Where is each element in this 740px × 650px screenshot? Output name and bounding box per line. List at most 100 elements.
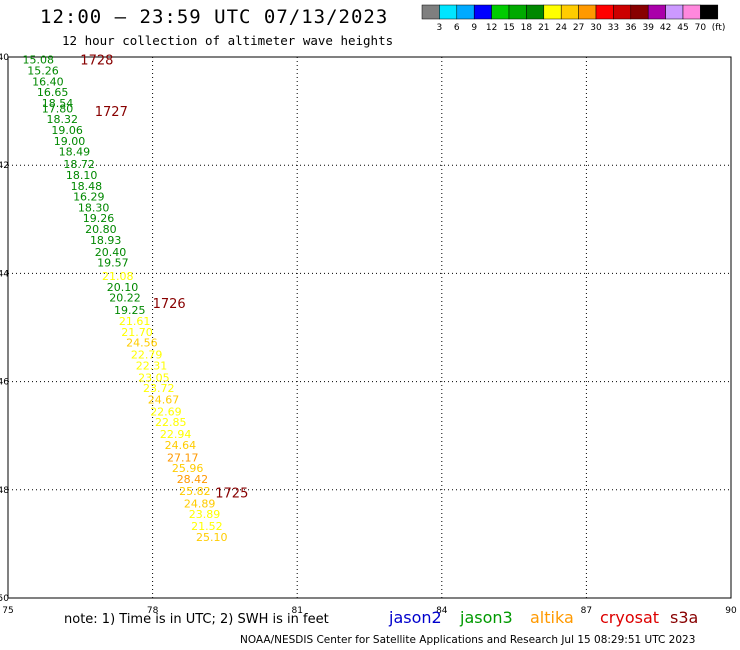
swh-value-label: 23.72 [143, 382, 175, 395]
swh-value-label: 23.05 [138, 371, 170, 384]
swh-value-label: 18.54 [42, 97, 74, 110]
colorbar-swatch [665, 4, 684, 20]
x-tick-label: 90 [725, 606, 737, 616]
colorbar-swatch [560, 4, 579, 20]
swh-value-label: 21.61 [119, 315, 151, 328]
swh-value-label: 18.30 [78, 201, 110, 214]
colorbar-label: 15 [503, 23, 514, 33]
swh-value-label: 19.26 [83, 212, 115, 225]
colorbar-label: 3 [437, 23, 443, 33]
swh-value-label: 22.94 [160, 428, 192, 441]
colorbar-label: 6 [454, 23, 460, 33]
swh-value-label: 22.31 [136, 359, 168, 372]
swh-value-label: 16.65 [37, 86, 69, 99]
time-label: 1728 [80, 54, 113, 69]
satellite-legend-item: cryosat [600, 608, 660, 627]
x-tick-label: 87 [581, 606, 592, 616]
swh-value-label: 25.96 [172, 462, 204, 475]
colorbar-swatch [630, 4, 649, 20]
x-tick-label: 75 [2, 606, 13, 616]
swh-value-label: 23.89 [189, 508, 221, 521]
swh-value-label: 25.82 [179, 485, 211, 498]
colorbar-unit: (ft) [712, 23, 726, 33]
satellite-legend-item: s3a [670, 608, 699, 627]
colorbar-label: 21 [538, 23, 549, 33]
chart-title: 12:00 – 23:59 UTC 07/13/2023 [40, 6, 389, 28]
colorbar-swatch [473, 4, 492, 20]
swh-value-label: 15.08 [22, 54, 54, 67]
colorbar-label: 27 [573, 23, 584, 33]
colorbar-label: 33 [608, 23, 619, 33]
colorbar-swatch [439, 4, 458, 20]
time-label: 1727 [95, 105, 128, 120]
swh-value-label: 22.79 [131, 349, 163, 362]
swh-value-label: 27.17 [167, 451, 199, 464]
swh-value-label: 25.10 [196, 531, 228, 544]
colorbar-swatch [647, 4, 666, 20]
satellite-legend-item: jason3 [460, 608, 513, 627]
swh-value-label: 20.40 [95, 246, 127, 259]
colorbar-label: 12 [486, 23, 497, 33]
swh-value-label: 15.26 [27, 65, 58, 78]
colorbar-swatch [456, 4, 475, 20]
y-tick-label: -50 [0, 594, 9, 604]
colorbar-label: 9 [471, 23, 477, 33]
y-tick-label: -44 [0, 269, 9, 279]
swh-value-label: 19.25 [114, 304, 146, 317]
colorbar-label: 39 [642, 23, 654, 33]
plot-frame [7, 56, 732, 599]
footer-note: note: 1) Time is in UTC; 2) SWH is in fe… [64, 612, 329, 627]
swh-value-label: 22.69 [150, 405, 182, 418]
x-tick-label: 81 [291, 606, 302, 616]
y-tick-label: -48 [0, 486, 9, 496]
swh-value-label: 18.72 [63, 158, 95, 171]
satellite-legend-item: jason2 [389, 608, 442, 627]
colorbar-swatch [595, 4, 614, 20]
swh-value-label: 22.85 [155, 416, 187, 429]
colorbar-label: 36 [625, 23, 637, 33]
colorbar-label: 18 [521, 23, 533, 33]
colorbar-swatch [508, 4, 527, 20]
colorbar-label: 30 [590, 23, 602, 33]
swh-value-label: 19.00 [54, 135, 86, 148]
colorbar-label: 24 [555, 23, 567, 33]
footer-credit: NOAA/NESDIS Center for Satellite Applica… [240, 634, 696, 646]
swh-value-label: 21.52 [191, 520, 223, 533]
swh-value-label: 28.42 [177, 473, 209, 486]
swh-value-label: 20.22 [109, 292, 141, 305]
swh-value-label: 24.64 [165, 439, 197, 452]
swh-value-label: 18.93 [90, 234, 122, 247]
colorbar-swatch [491, 4, 510, 20]
colorbar-swatch [526, 4, 545, 20]
colorbar-label: 70 [695, 23, 707, 33]
swh-value-label: 21.70 [121, 326, 152, 339]
swh-value-label: 19.57 [97, 257, 129, 270]
y-tick-label: -40 [0, 53, 9, 63]
swh-value-label: 17.80 [42, 102, 74, 115]
colorbar-label: 42 [660, 23, 671, 33]
time-label: 1725 [215, 487, 248, 502]
colorbar-swatch [613, 4, 632, 20]
swh-value-label: 16.29 [73, 191, 105, 204]
chart-subtitle: 12 hour collection of altimeter wave hei… [62, 33, 394, 48]
swh-value-label: 18.32 [47, 113, 78, 126]
swh-value-label: 24.67 [148, 393, 180, 406]
swh-value-label: 18.48 [71, 180, 103, 193]
swh-value-label: 21.08 [102, 270, 133, 283]
y-tick-label: -42 [0, 161, 9, 171]
colorbar-swatch [700, 4, 719, 20]
colorbar-swatch [421, 4, 440, 20]
satellite-legend-item: altika [530, 608, 574, 627]
swh-value-label: 20.10 [107, 281, 139, 294]
time-label: 1726 [153, 297, 186, 312]
colorbar-swatch [682, 4, 701, 20]
x-tick-label: 84 [436, 606, 448, 616]
colorbar-swatch [578, 4, 597, 20]
swh-value-label: 18.10 [66, 169, 98, 182]
colorbar-swatch [543, 4, 562, 20]
y-tick-label: -46 [0, 378, 9, 388]
swh-value-label: 18.49 [59, 146, 91, 159]
swh-value-label: 19.06 [51, 124, 83, 137]
swh-value-label: 24.56 [126, 337, 158, 350]
swh-value-label: 16.40 [32, 75, 64, 88]
